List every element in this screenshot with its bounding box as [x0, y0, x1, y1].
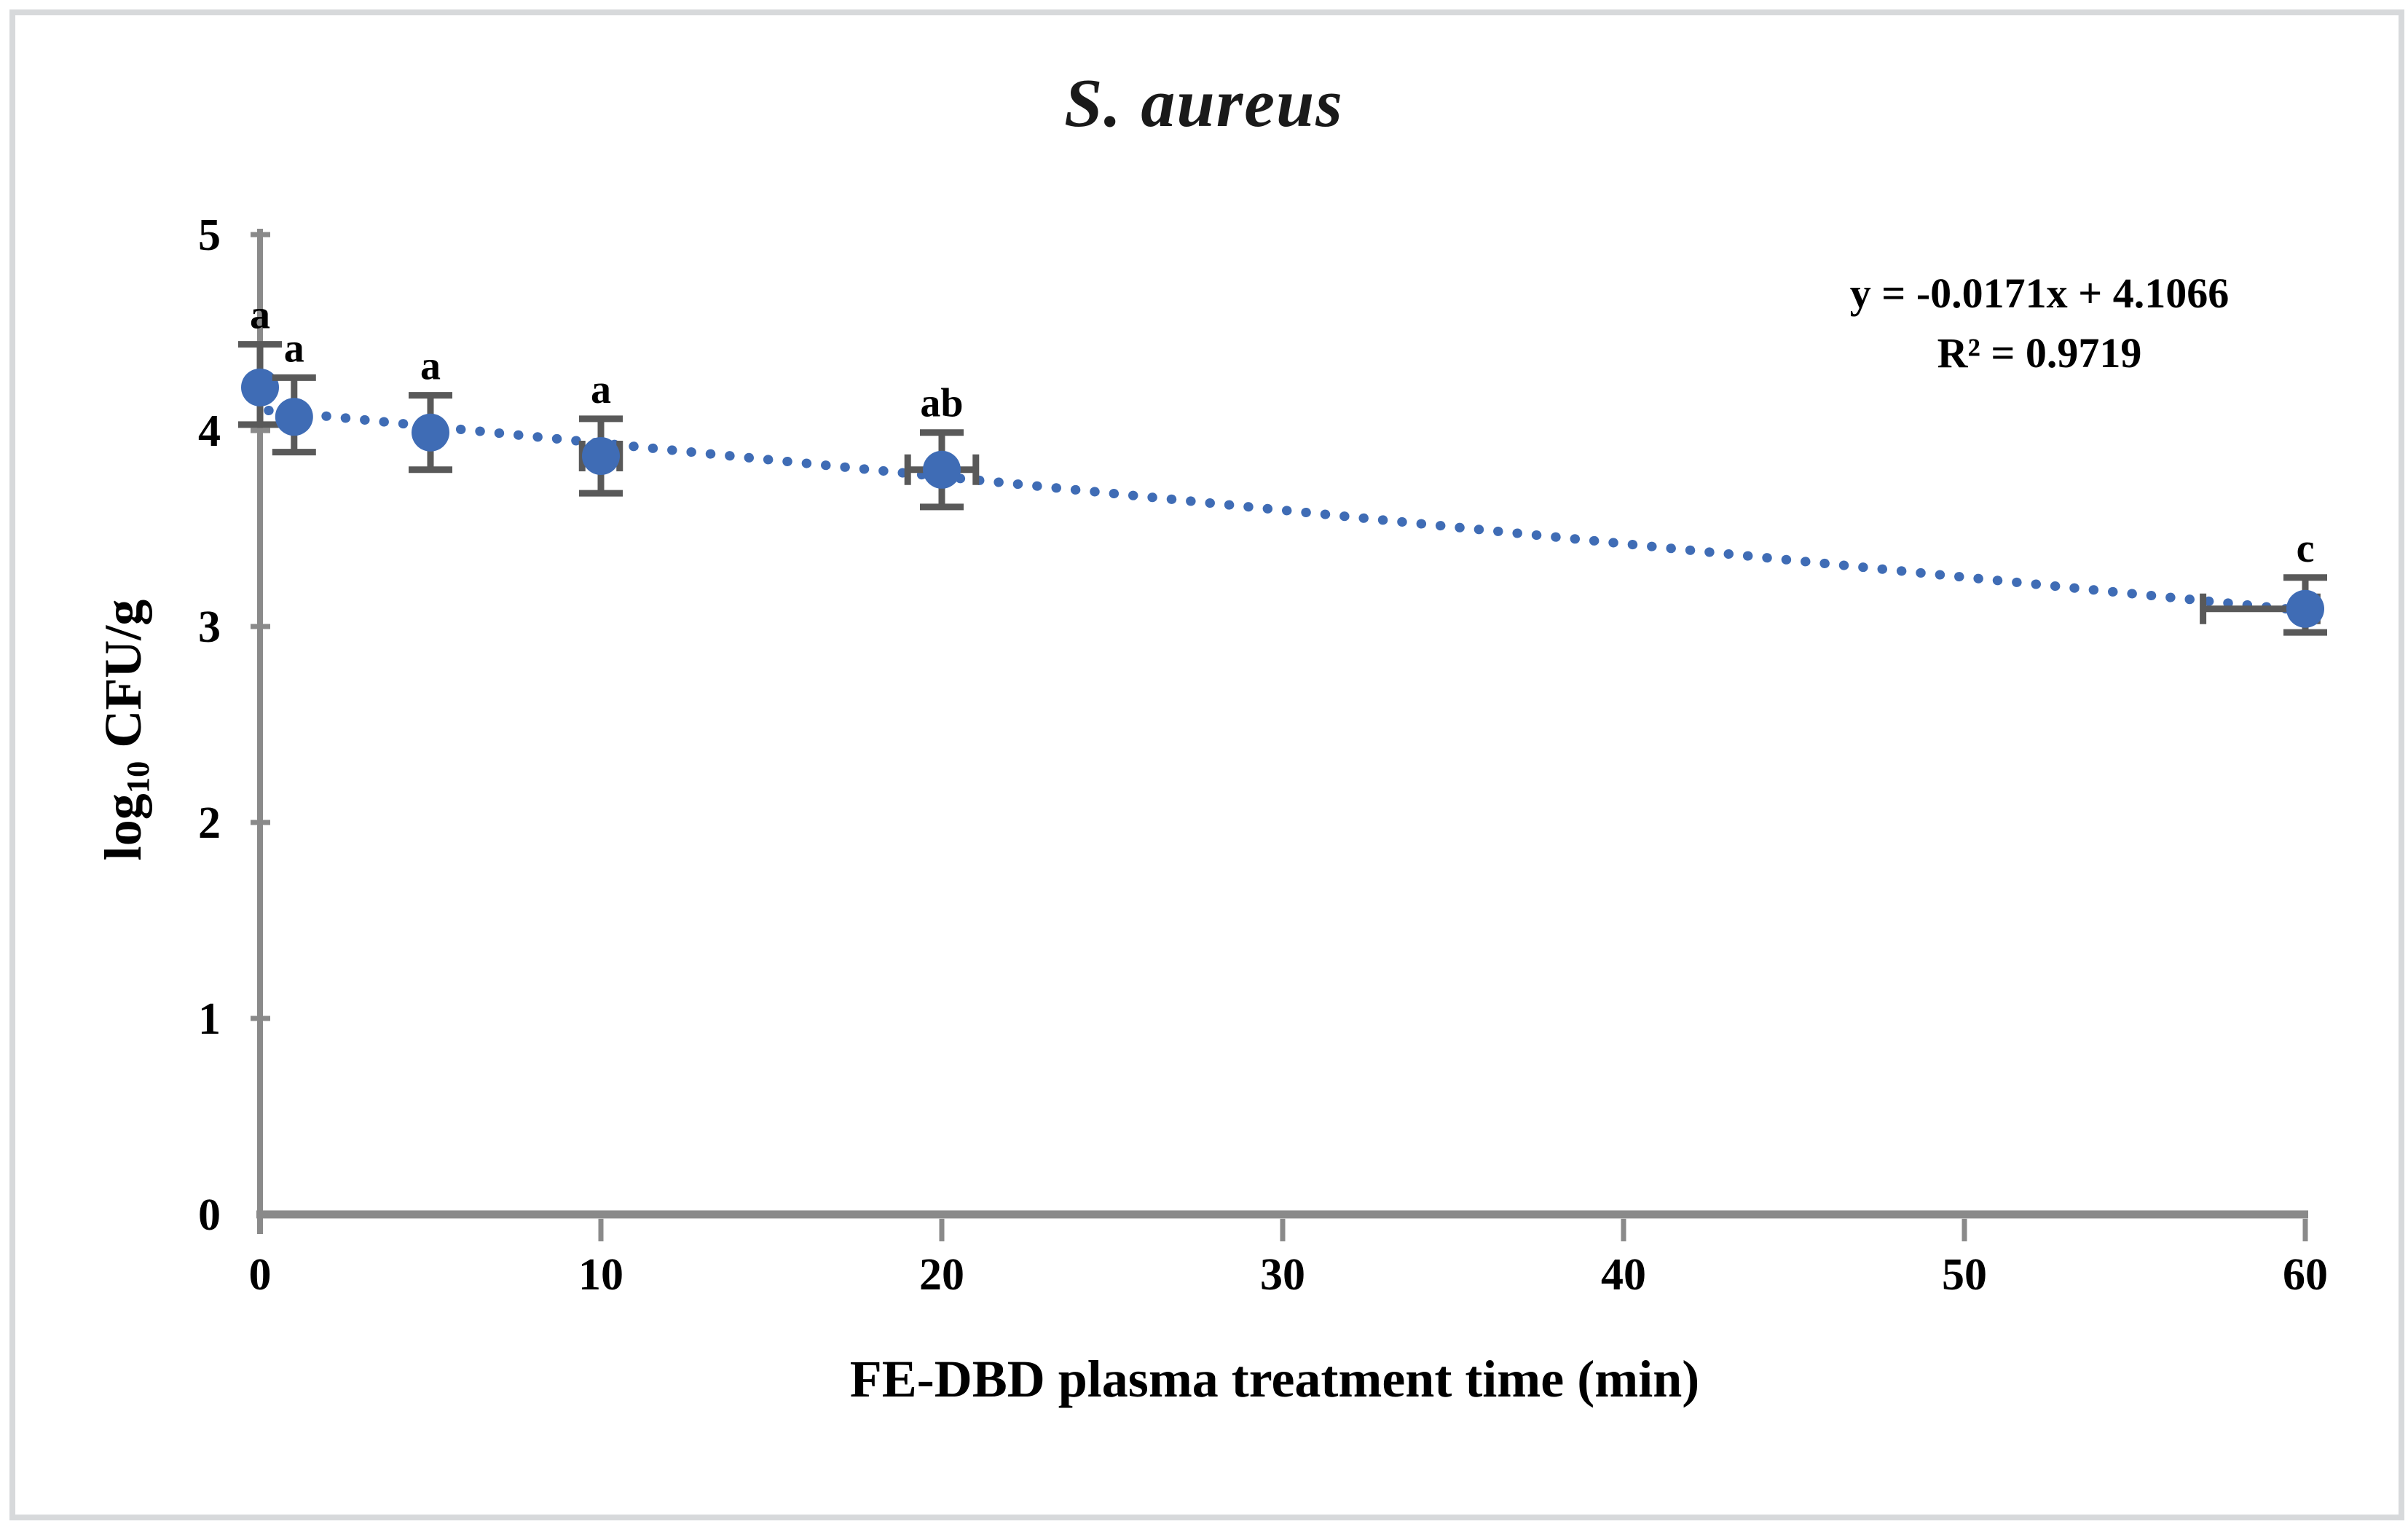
data-point-marker: [241, 368, 279, 406]
y-tick-label: 2: [198, 798, 221, 848]
data-point-marker: [2286, 589, 2324, 628]
x-axis-title: FE-DBD plasma treatment time (min): [849, 1350, 1700, 1408]
trendline-r-squared: R² = 0.9719: [1937, 329, 2142, 377]
y-tick-label: 4: [198, 406, 221, 456]
trendline-equation-block: y = -0.0171x + 4.1066 R² = 0.9719: [1799, 264, 2280, 383]
x-tick-label: 0: [249, 1250, 272, 1300]
figure-border-frame: [9, 9, 2404, 1520]
x-tick-label: 60: [2283, 1250, 2328, 1300]
data-point-marker: [582, 436, 620, 475]
x-tick-label: 30: [1260, 1250, 1305, 1300]
data-point-marker: [275, 398, 313, 436]
significance-letter: a: [591, 367, 611, 412]
significance-letter: ab: [920, 381, 963, 426]
x-tick-label: 10: [578, 1250, 623, 1300]
data-point-marker: [923, 450, 961, 489]
significance-letter: a: [284, 326, 304, 371]
y-tick-label: 3: [198, 602, 221, 652]
data-point-marker: [412, 413, 449, 452]
significance-letter: c: [2297, 526, 2315, 571]
y-tick-label: 1: [198, 994, 221, 1044]
x-tick-label: 40: [1601, 1250, 1646, 1300]
y-tick-label: 5: [198, 211, 221, 260]
significance-letter: a: [420, 344, 441, 389]
trendline-equation: y = -0.0171x + 4.1066: [1849, 270, 2230, 317]
significance-letter: a: [250, 293, 270, 338]
x-tick-label: 50: [1942, 1250, 1987, 1300]
chart-title: S. aureus: [1064, 66, 1344, 141]
y-tick-label: 0: [198, 1190, 221, 1240]
trendline-dotted: [264, 405, 2322, 617]
x-tick-label: 20: [919, 1250, 964, 1300]
